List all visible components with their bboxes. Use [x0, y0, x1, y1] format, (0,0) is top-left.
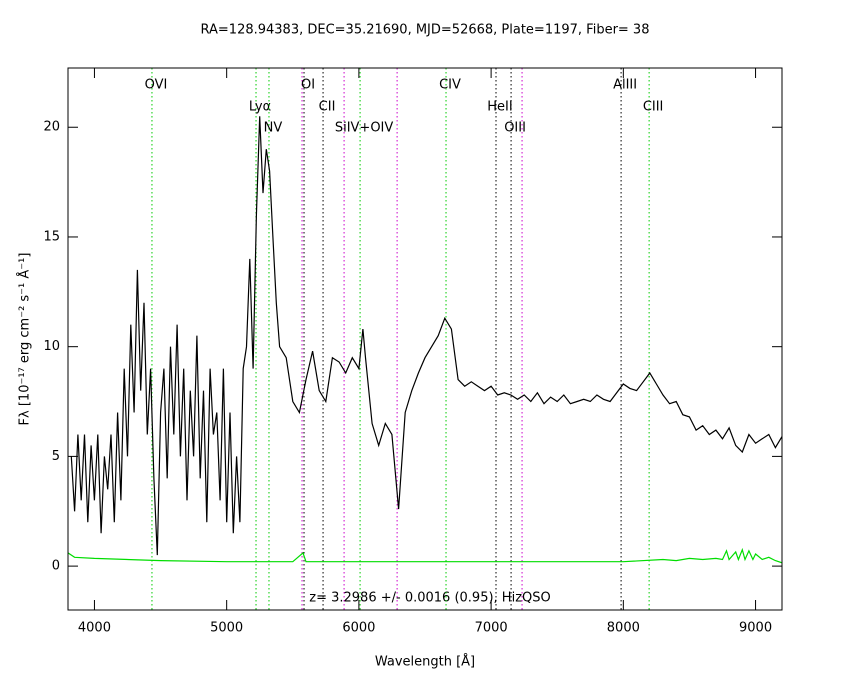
y-tick-label: 20 — [43, 120, 60, 135]
line-label: OIII — [504, 121, 526, 136]
line-label: AlIII — [613, 78, 637, 93]
chart-title: RA=128.94383, DEC=35.21690, MJD=52668, P… — [201, 23, 650, 38]
line-label: HeII — [487, 100, 512, 115]
line-label: CIII — [643, 100, 664, 115]
line-label: CII — [319, 100, 336, 115]
line-label: OVI — [145, 78, 168, 93]
spectrum-line — [70, 116, 782, 556]
x-tick-label: 7000 — [475, 621, 508, 636]
line-label: OI — [301, 78, 315, 93]
spectrum-line — [68, 547, 782, 564]
annotation: z= 3.2986 +/- 0.0016 (0.95), HizQSO — [309, 591, 550, 606]
line-label: SiIV+OIV — [335, 121, 394, 136]
x-tick-label: 4000 — [78, 621, 111, 636]
y-tick-label: 15 — [43, 229, 60, 244]
x-tick-label: 6000 — [342, 621, 375, 636]
x-tick-label: 9000 — [739, 621, 772, 636]
y-tick-label: 5 — [52, 449, 60, 464]
x-tick-label: 5000 — [210, 621, 243, 636]
y-tick-label: 0 — [52, 559, 60, 574]
line-label: NV — [264, 121, 283, 136]
line-label: Lyα — [249, 100, 271, 115]
line-label: CIV — [439, 78, 461, 93]
y-tick-label: 10 — [43, 339, 60, 354]
x-axis-label: Wavelength [Å] — [375, 654, 475, 670]
x-tick-label: 8000 — [607, 621, 640, 636]
plot-frame — [67, 67, 783, 611]
y-axis-label: Fλ [10⁻¹⁷ erg cm⁻² s⁻¹ Å⁻¹] — [17, 253, 33, 426]
